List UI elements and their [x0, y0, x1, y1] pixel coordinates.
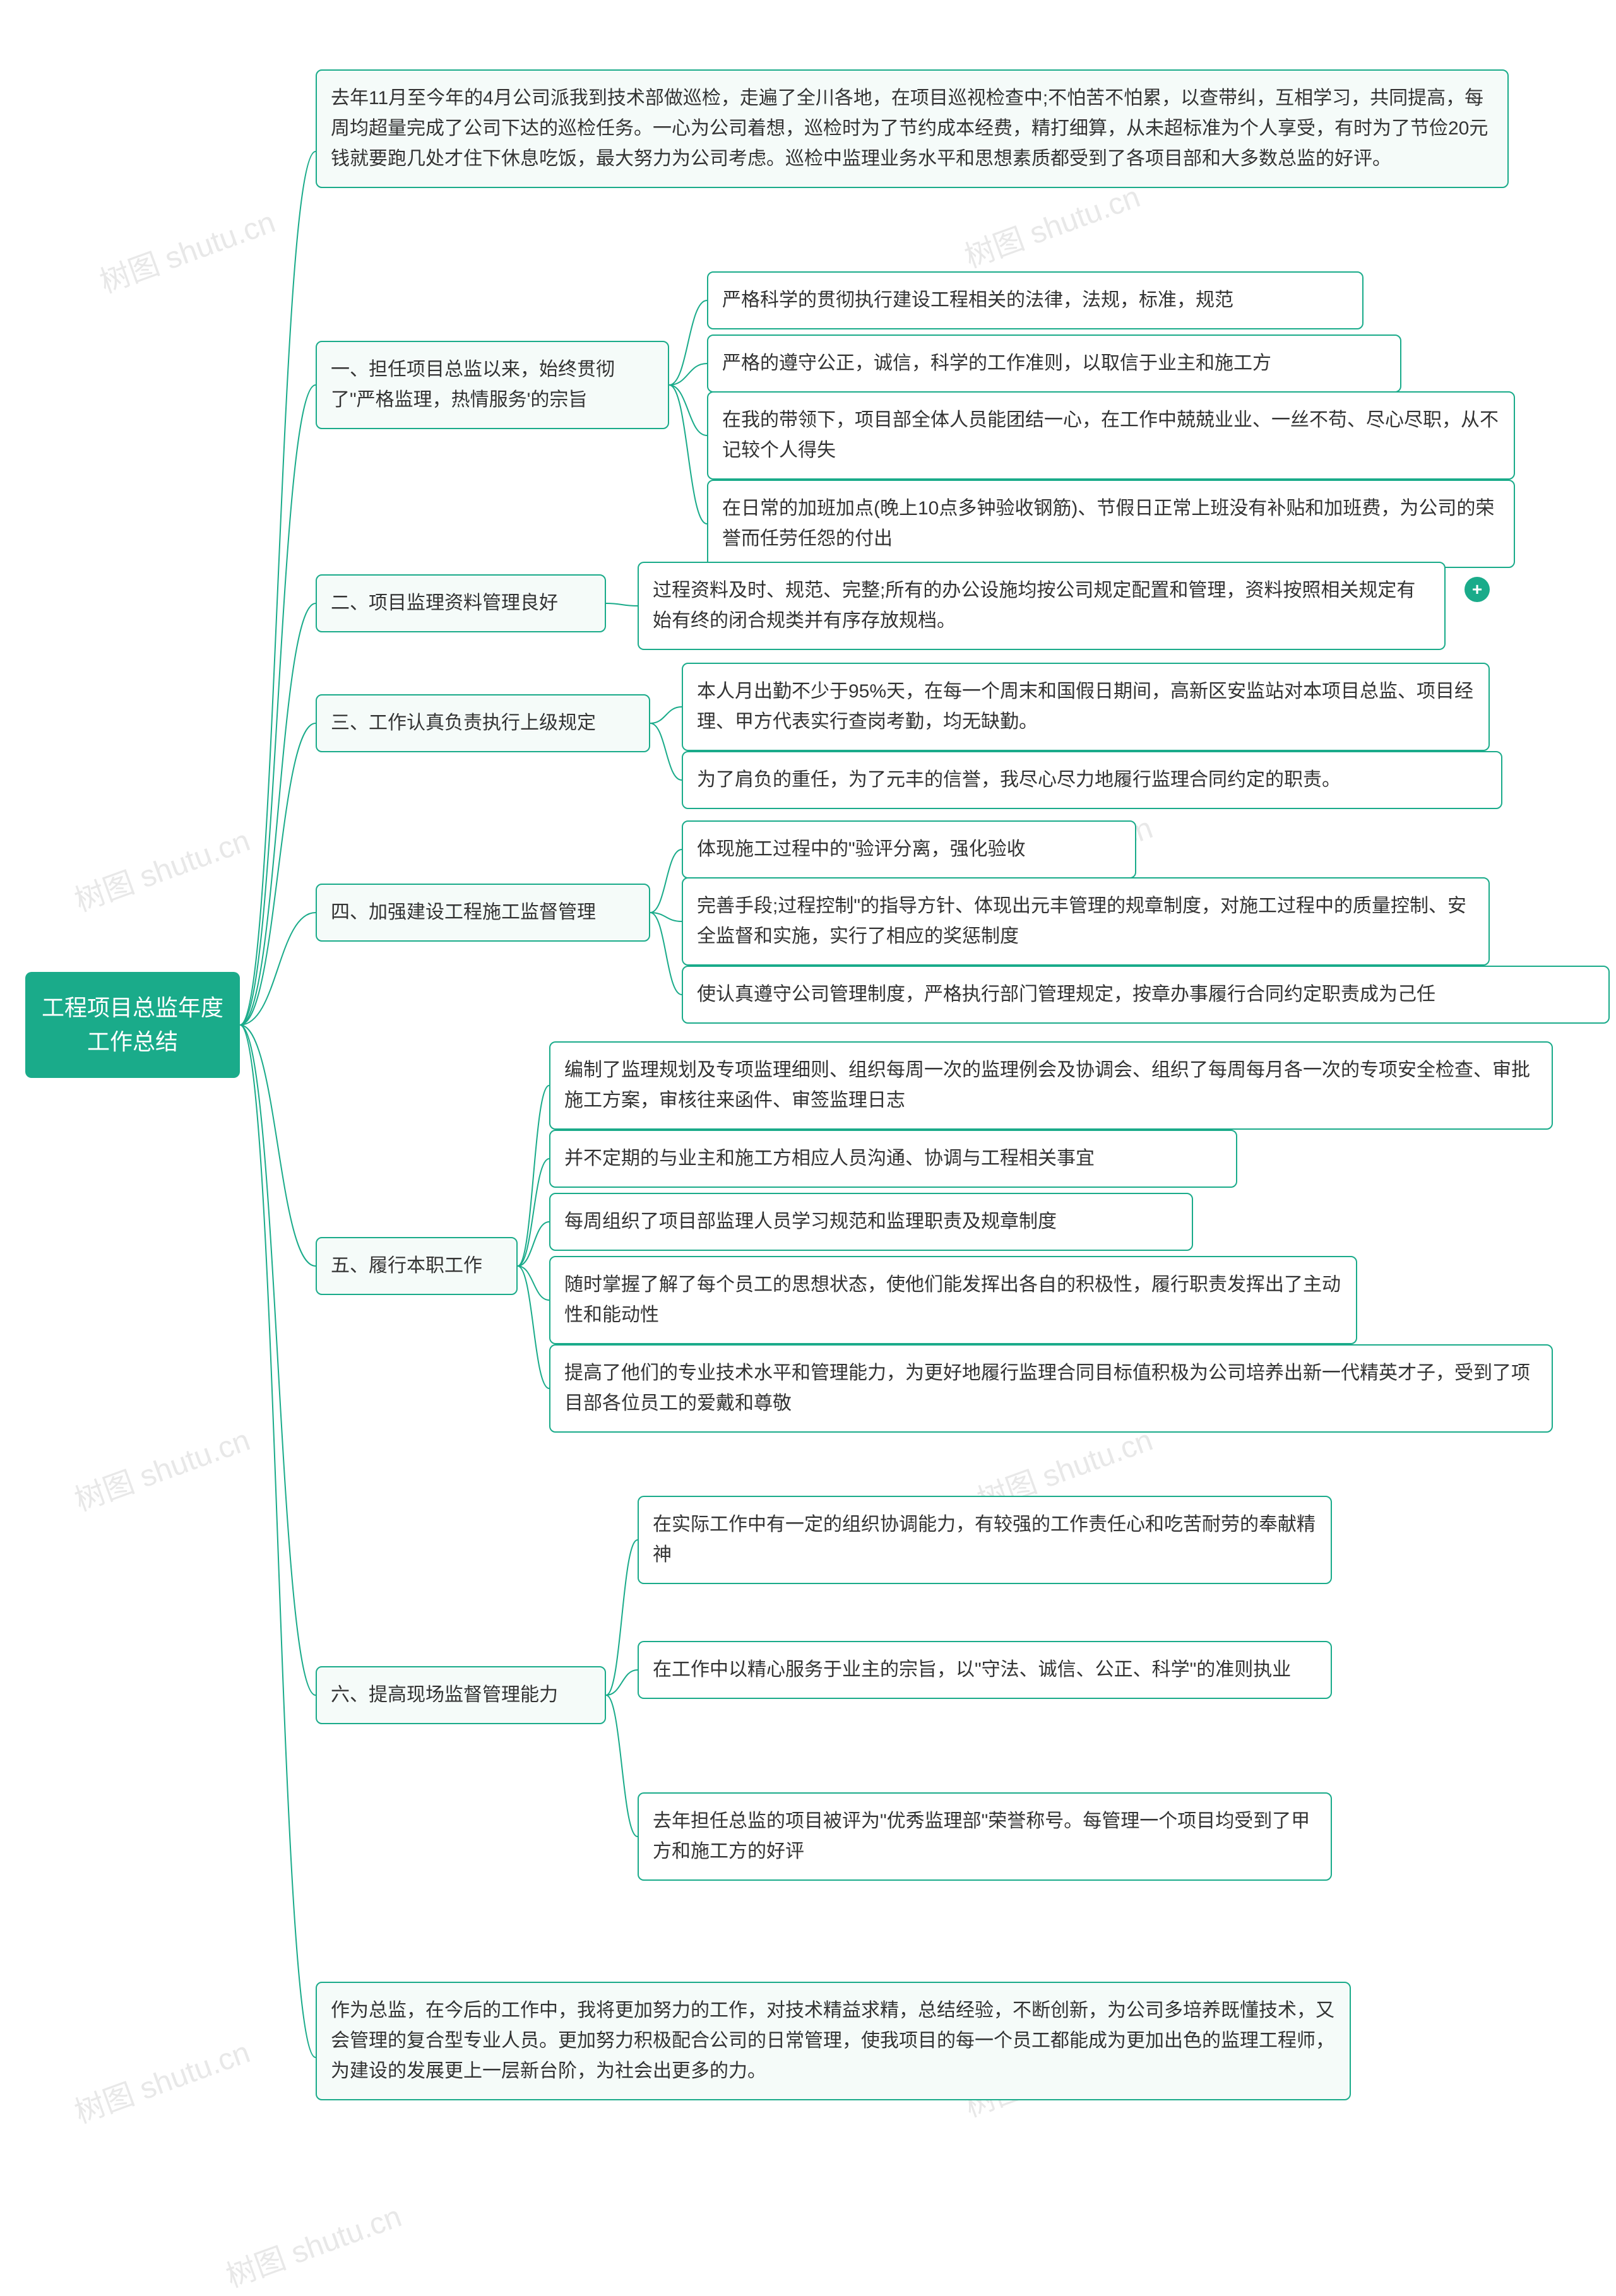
leaf-5-5[interactable]: 提高了他们的专业技术水平和管理能力，为更好地履行监理合同目标值积极为公司培养出新… — [549, 1344, 1553, 1433]
leaf-5-4[interactable]: 随时掌握了解了每个员工的思想状态，使他们能发挥出各自的积极性，履行职责发挥出了主… — [549, 1256, 1357, 1344]
watermark: 树图 shutu.cn — [219, 2191, 407, 2295]
branch-1[interactable]: 一、担任项目总监以来，始终贯彻了"严格监理，热情服务'的宗旨 — [316, 341, 669, 429]
leaf-6-3[interactable]: 去年担任总监的项目被评为"优秀监理部"荣誉称号。每管理一个项目均受到了甲方和施工… — [638, 1792, 1332, 1881]
leaf-4-3[interactable]: 使认真遵守公司管理制度，严格执行部门管理规定，按章办事履行合同约定职责成为己任 — [682, 966, 1610, 1024]
watermark: 树图 shutu.cn — [68, 1415, 255, 1519]
leaf-1-1[interactable]: 严格科学的贯彻执行建设工程相关的法律，法规，标准，规范 — [707, 271, 1364, 329]
branch-5[interactable]: 五、履行本职工作 — [316, 1237, 518, 1295]
leaf-3-2[interactable]: 为了肩负的重任，为了元丰的信誉，我尽心尽力地履行监理合同约定的职责。 — [682, 751, 1502, 809]
mindmap-root[interactable]: 工程项目总监年度工作总结 — [25, 972, 240, 1078]
leaf-6-1[interactable]: 在实际工作中有一定的组织协调能力，有较强的工作责任心和吃苦耐劳的奉献精神 — [638, 1496, 1332, 1584]
leaf-1-4[interactable]: 在日常的加班加点(晚上10点多钟验收钢筋)、节假日正常上班没有补贴和加班费，为公… — [707, 480, 1515, 568]
leaf-6-2[interactable]: 在工作中以精心服务于业主的宗旨，以"守法、诚信、公正、科学"的准则执业 — [638, 1641, 1332, 1699]
leaf-5-1[interactable]: 编制了监理规划及专项监理细则、组织每周一次的监理例会及协调会、组织了每周每月各一… — [549, 1041, 1553, 1130]
intro-paragraph[interactable]: 去年11月至今年的4月公司派我到技术部做巡检，走遍了全川各地，在项目巡视检查中;… — [316, 69, 1509, 188]
leaf-4-1[interactable]: 体现施工过程中的"验评分离，强化验收 — [682, 820, 1136, 879]
leaf-5-3[interactable]: 每周组织了项目部监理人员学习规范和监理职责及规章制度 — [549, 1193, 1193, 1251]
leaf-5-2[interactable]: 并不定期的与业主和施工方相应人员沟通、协调与工程相关事宜 — [549, 1130, 1237, 1188]
watermark: 树图 shutu.cn — [93, 197, 280, 301]
leaf-2-1[interactable]: 过程资料及时、规范、完整;所有的办公设施均按公司规定配置和管理，资料按照相关规定… — [638, 562, 1446, 650]
branch-4[interactable]: 四、加强建设工程施工监督管理 — [316, 884, 650, 942]
leaf-4-2[interactable]: 完善手段;过程控制"的指导方针、体现出元丰管理的规章制度，对施工过程中的质量控制… — [682, 877, 1490, 966]
leaf-3-1[interactable]: 本人月出勤不少于95%天，在每一个周末和国假日期间，高新区安监站对本项目总监、项… — [682, 663, 1490, 751]
branch-3[interactable]: 三、工作认真负责执行上级规定 — [316, 694, 650, 752]
leaf-1-2[interactable]: 严格的遵守公正，诚信，科学的工作准则，以取信于业主和施工方 — [707, 334, 1401, 393]
outro-paragraph[interactable]: 作为总监，在今后的工作中，我将更加努力的工作，对技术精益求精，总结经验，不断创新… — [316, 1982, 1351, 2100]
watermark: 树图 shutu.cn — [68, 815, 255, 920]
branch-2[interactable]: 二、项目监理资料管理良好 — [316, 574, 606, 632]
branch-6[interactable]: 六、提高现场监督管理能力 — [316, 1666, 606, 1724]
expand-icon[interactable]: + — [1464, 577, 1490, 602]
watermark: 树图 shutu.cn — [68, 2027, 255, 2131]
leaf-1-3[interactable]: 在我的带领下，项目部全体人员能团结一心，在工作中兢兢业业、一丝不苟、尽心尽职，从… — [707, 391, 1515, 480]
